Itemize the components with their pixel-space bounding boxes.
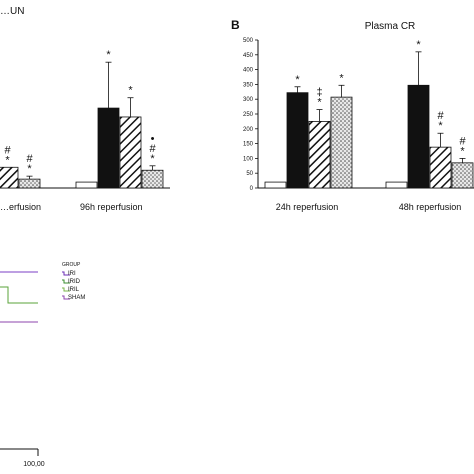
legend: GROUP IRI IRID IRIL SHAM bbox=[62, 262, 85, 301]
panel-b-y-tick-label: 400 bbox=[243, 68, 254, 74]
panel-b-y-tick-label: 100 bbox=[243, 156, 254, 162]
series-line-irid bbox=[0, 286, 38, 304]
panel-b-category-label-24h: 24h reperfusion bbox=[276, 202, 339, 212]
panel-a-category-label: 96h reperfusion bbox=[80, 202, 143, 212]
panel-a-96h-significance-mark: # bbox=[149, 143, 156, 155]
panel-b-24h-bar-hatch bbox=[308, 121, 331, 189]
panel-a-96h-significance-mark: • bbox=[151, 133, 155, 145]
panel-a-96h-bar-dots bbox=[141, 169, 164, 189]
panel-a-96h-significance-mark: * bbox=[150, 153, 155, 165]
panel-b-y-tick-label: 450 bbox=[243, 53, 254, 59]
panel-b-24h-significance-mark: ‡ bbox=[316, 87, 322, 99]
legend-entry-label: IRIL bbox=[68, 287, 80, 293]
panel-b-48h-bar-white bbox=[385, 181, 408, 189]
panel-b-title: Plasma CR bbox=[365, 21, 416, 32]
panel-b-24h-bar-black bbox=[286, 92, 309, 189]
legend-swatch bbox=[62, 279, 70, 284]
panel-a-partial-significance-mark: # bbox=[26, 153, 33, 165]
panel-a-partial-bar-dots bbox=[18, 178, 41, 189]
panel-b-48h-significance-mark: * bbox=[416, 39, 421, 51]
panel-a-96h-bar-white bbox=[75, 181, 98, 189]
panel-b-y-tick-label: 0 bbox=[250, 186, 254, 192]
legend-entry-label: IRID bbox=[68, 279, 81, 285]
panel-a-96h-bar-black bbox=[97, 107, 120, 189]
panel-b-24h-significance-mark: * bbox=[295, 74, 300, 86]
panel-b-y-tick-label: 350 bbox=[243, 82, 254, 88]
legend-swatch bbox=[62, 287, 70, 292]
panel-a-partial-significance-mark: * bbox=[27, 163, 32, 175]
panel-b-24h-bar-dots bbox=[330, 96, 353, 189]
panel-b-48h-bar-hatch bbox=[429, 146, 452, 189]
panel-a-bun: …UN #* #***•#* …erfusion 96h reperfusion bbox=[0, 6, 170, 212]
panel-a-partial-significance-mark: # bbox=[4, 144, 11, 156]
legend-swatch bbox=[62, 295, 70, 300]
panel-b-y-tick-label: 250 bbox=[243, 112, 254, 118]
panel-a-partial-significance-mark: * bbox=[5, 154, 10, 166]
panel-a-96h-significance-mark: * bbox=[128, 85, 133, 97]
panel-a-partial-bar-hatch bbox=[0, 166, 19, 189]
panel-b-48h-significance-mark: # bbox=[459, 135, 466, 147]
legend-entry-label: IRI bbox=[68, 271, 76, 277]
panel-c-survival: 100,00 GROUP IRI IRID IRIL SHAM bbox=[0, 262, 85, 468]
legend-title: GROUP bbox=[62, 262, 81, 268]
panel-b-y-tick-label: 300 bbox=[243, 97, 254, 103]
legend-entry-label: SHAM bbox=[68, 295, 85, 301]
panel-b-y-tick-label: 50 bbox=[246, 171, 253, 177]
panel-b-48h-bar-black bbox=[407, 84, 430, 189]
panel-b-y-tick-label: 200 bbox=[243, 127, 254, 133]
panel-b-letter: B bbox=[231, 18, 240, 32]
panel-a-96h-bar-hatch bbox=[119, 116, 142, 189]
legend-swatch bbox=[62, 271, 70, 276]
panel-b-y-tick-label: 500 bbox=[243, 38, 254, 44]
panel-c-x-tick-label: 100,00 bbox=[23, 461, 45, 468]
panel-a-category-label-partial: …erfusion bbox=[0, 202, 41, 212]
panel-b-24h-significance-mark: * bbox=[339, 72, 344, 84]
panel-b-48h-significance-mark: * bbox=[460, 145, 465, 157]
panel-b-48h-significance-mark: * bbox=[438, 120, 443, 132]
panel-b-48h-bar-dots bbox=[451, 162, 474, 189]
panel-b-y-tick-label: 150 bbox=[243, 142, 254, 148]
panel-b-48h-significance-mark: # bbox=[437, 110, 444, 122]
panel-b-24h-significance-mark: * bbox=[317, 97, 322, 109]
panel-b-plasma-cr: B Plasma CR 0 50 100 150 200 250 300 350 400 450 5… bbox=[231, 18, 474, 212]
panel-b-category-label-48h: 48h reperfusion bbox=[399, 202, 462, 212]
panel-a-title: …UN bbox=[0, 6, 24, 17]
panel-b-24h-bar-white bbox=[264, 181, 287, 189]
panel-a-96h-significance-mark: * bbox=[106, 49, 111, 61]
